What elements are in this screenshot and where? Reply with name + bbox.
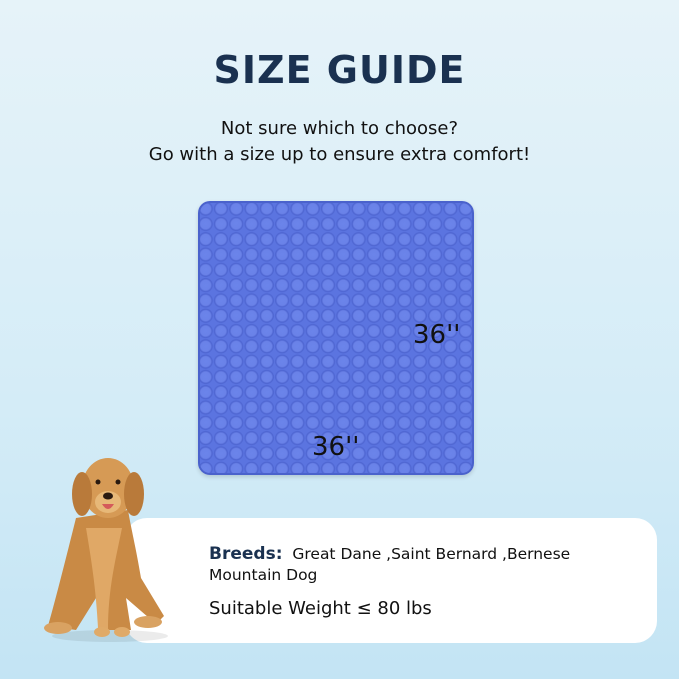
subtitle-line-1: Not sure which to choose? — [220, 118, 459, 139]
breeds-value: Great Dane ,Saint Bernard ,Bernese Mount… — [209, 545, 571, 584]
suitable-weight: Suitable Weight ≤ 80 lbs — [209, 598, 432, 619]
breeds-label: Breeds: — [209, 544, 283, 564]
height-dimension-label: 36'' — [413, 320, 461, 350]
breeds-text: Breeds: Great Dane ,Saint Bernard ,Berne… — [209, 544, 629, 586]
subtitle-line-2: Go with a size up to ensure extra comfor… — [148, 144, 531, 165]
info-card — [125, 518, 657, 643]
golden-retriever-dog-image — [44, 458, 168, 642]
width-dimension-label: 36'' — [312, 432, 360, 462]
page-title: SIZE GUIDE — [213, 48, 466, 92]
cooling-mat-image — [198, 201, 474, 475]
